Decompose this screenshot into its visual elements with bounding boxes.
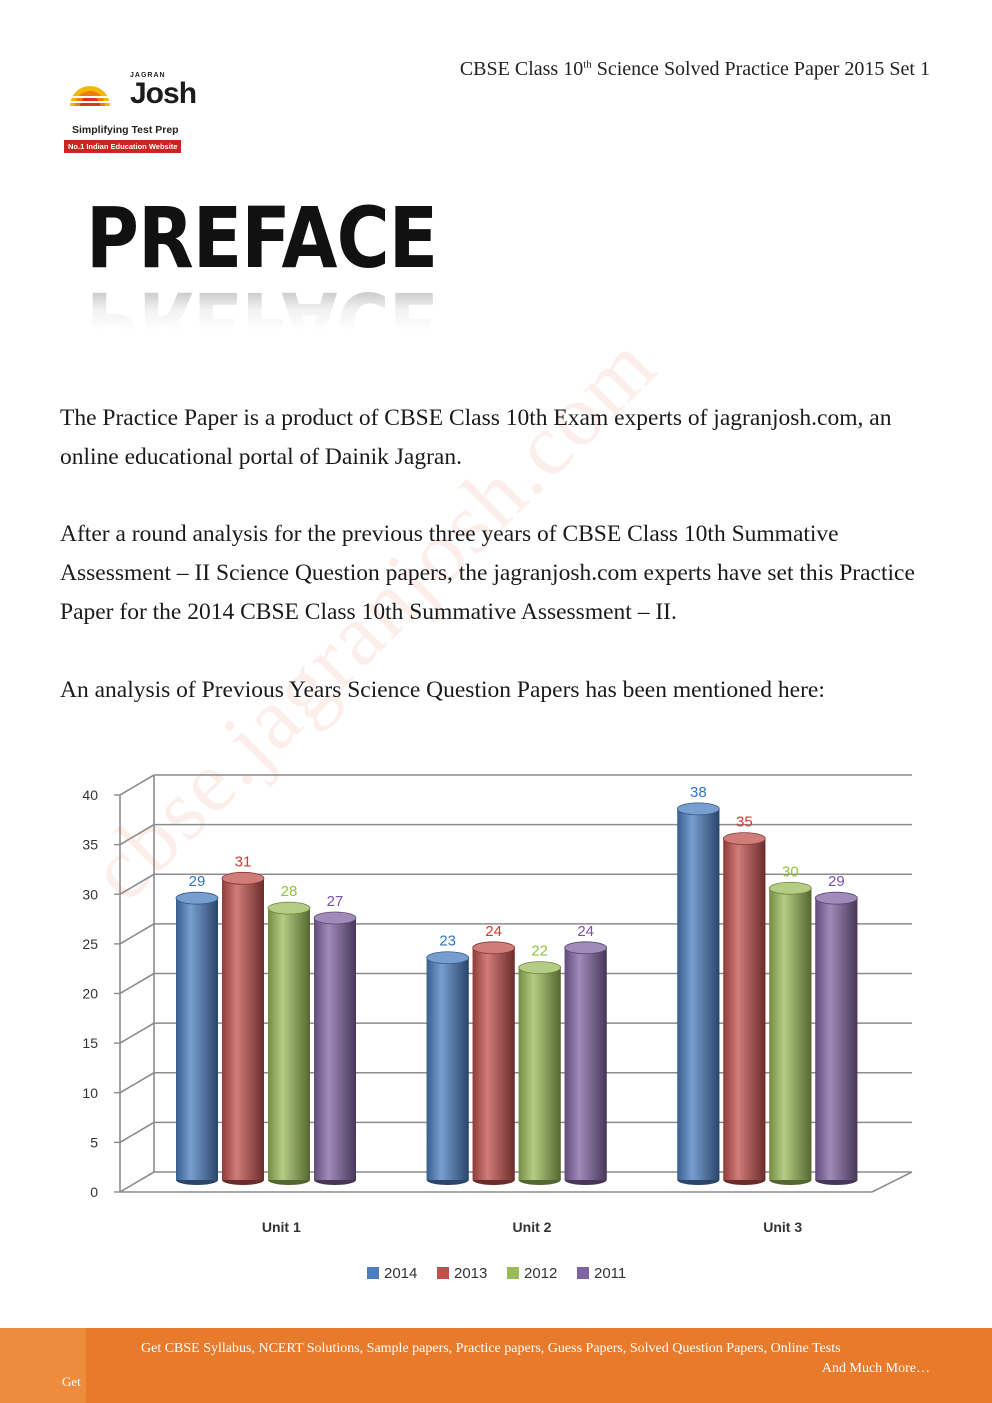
gridline-side bbox=[119, 823, 155, 846]
data-label: 30 bbox=[782, 863, 799, 880]
logo-small-text: JAGRAN bbox=[130, 72, 166, 79]
bar-body bbox=[769, 888, 812, 1180]
data-label: 24 bbox=[577, 923, 594, 940]
bar-body bbox=[815, 898, 858, 1180]
bar-cap bbox=[518, 961, 562, 975]
data-label: 38 bbox=[690, 784, 707, 801]
category-label: Unit 2 bbox=[513, 1219, 552, 1235]
gridline-side bbox=[119, 1121, 155, 1144]
gridline-side bbox=[119, 774, 155, 796]
category-label: Unit 3 bbox=[763, 1219, 802, 1235]
bar-body bbox=[176, 898, 218, 1180]
data-label: 24 bbox=[485, 923, 502, 940]
bar-body bbox=[426, 957, 469, 1180]
footer-line-2: And Much More… bbox=[821, 1361, 930, 1376]
bar-cap bbox=[814, 891, 858, 905]
gridline-side bbox=[119, 873, 155, 895]
logo-tagline: Simplifying Test Prep bbox=[72, 124, 179, 136]
gridline-side bbox=[119, 1171, 155, 1193]
doc-title-suffix: Science Solved Practice Paper 2015 Set 1 bbox=[591, 58, 930, 80]
footer-line-1: Get CBSE Syllabus, NCERT Solutions, Samp… bbox=[141, 1341, 841, 1356]
footer-side-label: Get bbox=[62, 1374, 81, 1389]
bar-cap bbox=[221, 871, 265, 885]
y-tick-label: 5 bbox=[90, 1134, 98, 1150]
paragraph-analysis: After a round analysis for the previous … bbox=[60, 521, 915, 625]
bar-body bbox=[268, 908, 310, 1180]
bar-cap bbox=[564, 941, 608, 955]
legend-label: 2014 bbox=[384, 1265, 417, 1282]
doc-title-superscript: th bbox=[583, 58, 592, 71]
gridline-side bbox=[119, 1022, 155, 1044]
bar-body bbox=[222, 878, 264, 1180]
paragraph-chart-intro: An analysis of Previous Years Science Qu… bbox=[60, 677, 825, 703]
category-label: Unit 1 bbox=[262, 1219, 301, 1235]
bar-body bbox=[472, 947, 515, 1180]
data-label: 35 bbox=[736, 814, 753, 831]
document-title: CBSE Class 10th Science Solved Practice … bbox=[460, 58, 930, 81]
data-label: 31 bbox=[235, 853, 252, 870]
sun-logo-icon bbox=[70, 84, 110, 106]
y-tick-label: 25 bbox=[82, 936, 98, 952]
y-tick-label: 15 bbox=[82, 1035, 98, 1051]
legend-swatch bbox=[577, 1267, 589, 1279]
y-tick-label: 35 bbox=[82, 837, 98, 853]
legend-swatch bbox=[437, 1267, 449, 1279]
bar-chart-svg: 0 5 10 15 20 25 30 35 40 29 31 28 27 Unit 1 23 24 22 24 Un… bbox=[82, 774, 913, 1282]
bar-cap bbox=[472, 941, 516, 955]
bar-body bbox=[723, 838, 766, 1180]
gridline-side bbox=[119, 1072, 155, 1094]
y-tick-label: 30 bbox=[82, 886, 98, 902]
gridline-side bbox=[119, 972, 155, 995]
page-heading-reflection: PREFACE bbox=[86, 273, 438, 371]
doc-title-prefix: CBSE Class 10 bbox=[459, 58, 584, 80]
bar-cap bbox=[267, 901, 311, 915]
jagran-josh-logo: JAGRAN Josh Simplifying Test Prep No.1 I… bbox=[64, 62, 209, 158]
footer-banner: Get Get CBSE Syllabus, NCERT Solutions, … bbox=[0, 1328, 992, 1403]
bar-cap bbox=[313, 911, 357, 925]
data-label: 29 bbox=[828, 873, 845, 890]
floor-edge bbox=[871, 1171, 913, 1193]
bar-body bbox=[518, 967, 561, 1180]
bar-chart: 0 5 10 15 20 25 30 35 40 29 31 28 27 Unit 1 23 24 22 24 Un… bbox=[62, 745, 932, 1305]
legend-swatch bbox=[507, 1267, 519, 1279]
bar-cap bbox=[426, 951, 470, 965]
data-label: 27 bbox=[327, 893, 344, 910]
bar-cap bbox=[676, 802, 720, 816]
logo-badge: No.1 Indian Education Website bbox=[64, 140, 182, 153]
paragraph-intro: The Practice Paper is a product of CBSE … bbox=[60, 405, 892, 470]
bar-cap bbox=[768, 881, 812, 895]
legend-label: 2013 bbox=[454, 1265, 487, 1282]
data-label: 23 bbox=[439, 933, 456, 950]
logo-brand-text: Josh bbox=[130, 77, 197, 110]
y-tick-label: 40 bbox=[82, 787, 98, 803]
data-label: 22 bbox=[531, 943, 548, 960]
bar-body bbox=[564, 947, 607, 1180]
bar-body bbox=[677, 808, 720, 1180]
data-label: 28 bbox=[281, 883, 298, 900]
y-tick-label: 0 bbox=[90, 1184, 98, 1200]
legend-swatch bbox=[367, 1267, 379, 1279]
bar-cap bbox=[175, 891, 219, 905]
gridline-side bbox=[119, 923, 155, 945]
bar-cap bbox=[722, 832, 766, 846]
legend-label: 2011 bbox=[594, 1265, 626, 1282]
y-tick-label: 10 bbox=[82, 1085, 98, 1101]
data-label: 29 bbox=[189, 873, 206, 890]
bar-body bbox=[314, 918, 356, 1180]
legend-label: 2012 bbox=[524, 1265, 557, 1282]
y-tick-label: 20 bbox=[82, 986, 98, 1002]
page-heading: PREFACE bbox=[86, 189, 438, 287]
footer-side-panel bbox=[0, 1328, 86, 1403]
